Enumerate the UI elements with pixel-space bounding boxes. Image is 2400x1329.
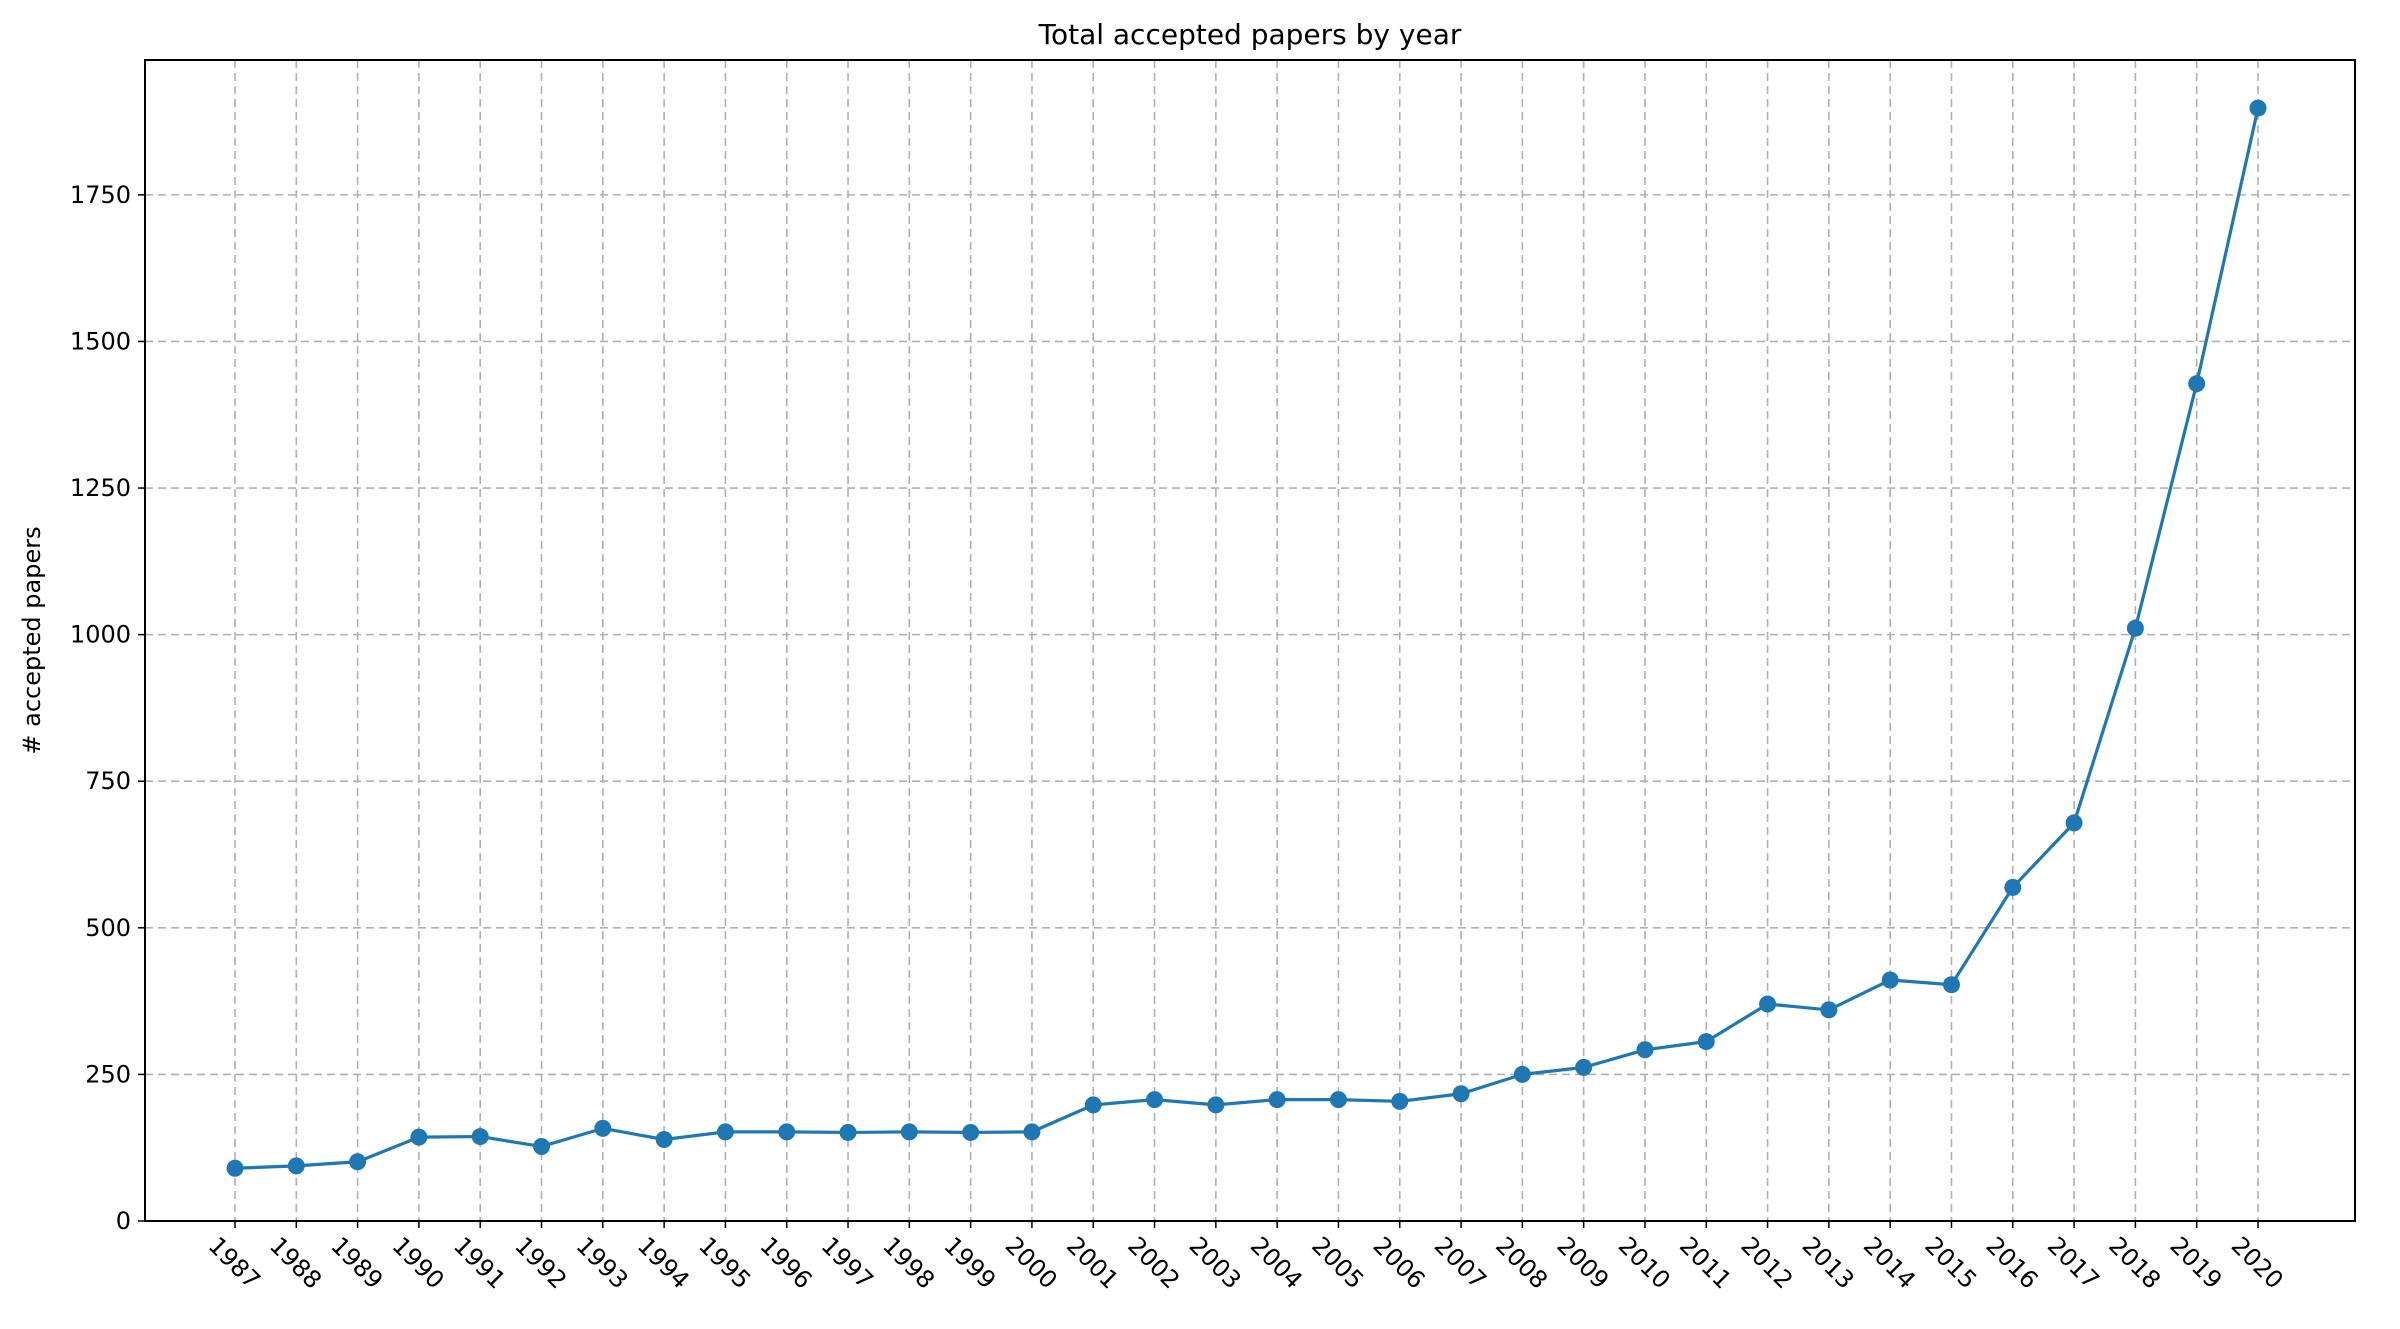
- data-point: [410, 1128, 428, 1146]
- y-axis-label: # accepted papers: [18, 526, 46, 754]
- data-point: [1146, 1091, 1164, 1109]
- data-point: [655, 1130, 673, 1148]
- data-point: [1452, 1085, 1470, 1103]
- series-line: [234, 107, 2260, 1170]
- y-tick-label: 1750: [70, 181, 131, 209]
- y-axis: 0 250 500 750 1000 1250 1500 1750: [70, 181, 145, 1235]
- series-layer: [226, 99, 2267, 1177]
- data-point: [2004, 878, 2022, 896]
- data-point: [839, 1123, 857, 1141]
- data-point: [778, 1123, 796, 1141]
- data-point: [716, 1123, 734, 1141]
- y-tick-label: 1500: [70, 327, 131, 355]
- data-point: [1023, 1123, 1041, 1141]
- data-point: [349, 1153, 367, 1171]
- y-tick-label: 500: [85, 914, 131, 942]
- data-point: [1268, 1091, 1286, 1109]
- data-point: [226, 1159, 244, 1177]
- data-point: [1697, 1033, 1715, 1051]
- data-point: [2249, 99, 2267, 117]
- data-point: [1881, 971, 1899, 989]
- data-point: [1636, 1041, 1654, 1059]
- data-point: [900, 1123, 918, 1141]
- data-point: [1820, 1001, 1838, 1019]
- data-point: [1759, 995, 1777, 1013]
- data-point: [287, 1157, 305, 1175]
- data-point: [533, 1138, 551, 1156]
- data-point: [2126, 619, 2144, 637]
- data-point: [1942, 976, 1960, 994]
- data-point: [1329, 1091, 1347, 1109]
- y-tick-label: 1250: [70, 474, 131, 502]
- y-tick-label: 0: [116, 1207, 131, 1235]
- data-point: [1084, 1096, 1102, 1114]
- data-point: [594, 1119, 612, 1137]
- plot-frame: [144, 59, 2356, 1222]
- grid-lines: [145, 60, 2355, 1222]
- y-tick-label: 1000: [70, 621, 131, 649]
- data-point: [962, 1123, 980, 1141]
- y-tick-label: 250: [85, 1060, 131, 1088]
- data-point: [1207, 1096, 1225, 1114]
- data-point: [2188, 375, 2206, 393]
- data-point: [2065, 814, 2083, 832]
- chart-title: Total accepted papers by year: [1038, 18, 1462, 51]
- data-point: [1513, 1065, 1531, 1083]
- data-point: [471, 1128, 489, 1146]
- data-point: [1575, 1058, 1593, 1076]
- data-point: [1391, 1092, 1409, 1110]
- y-tick-label: 750: [85, 767, 131, 795]
